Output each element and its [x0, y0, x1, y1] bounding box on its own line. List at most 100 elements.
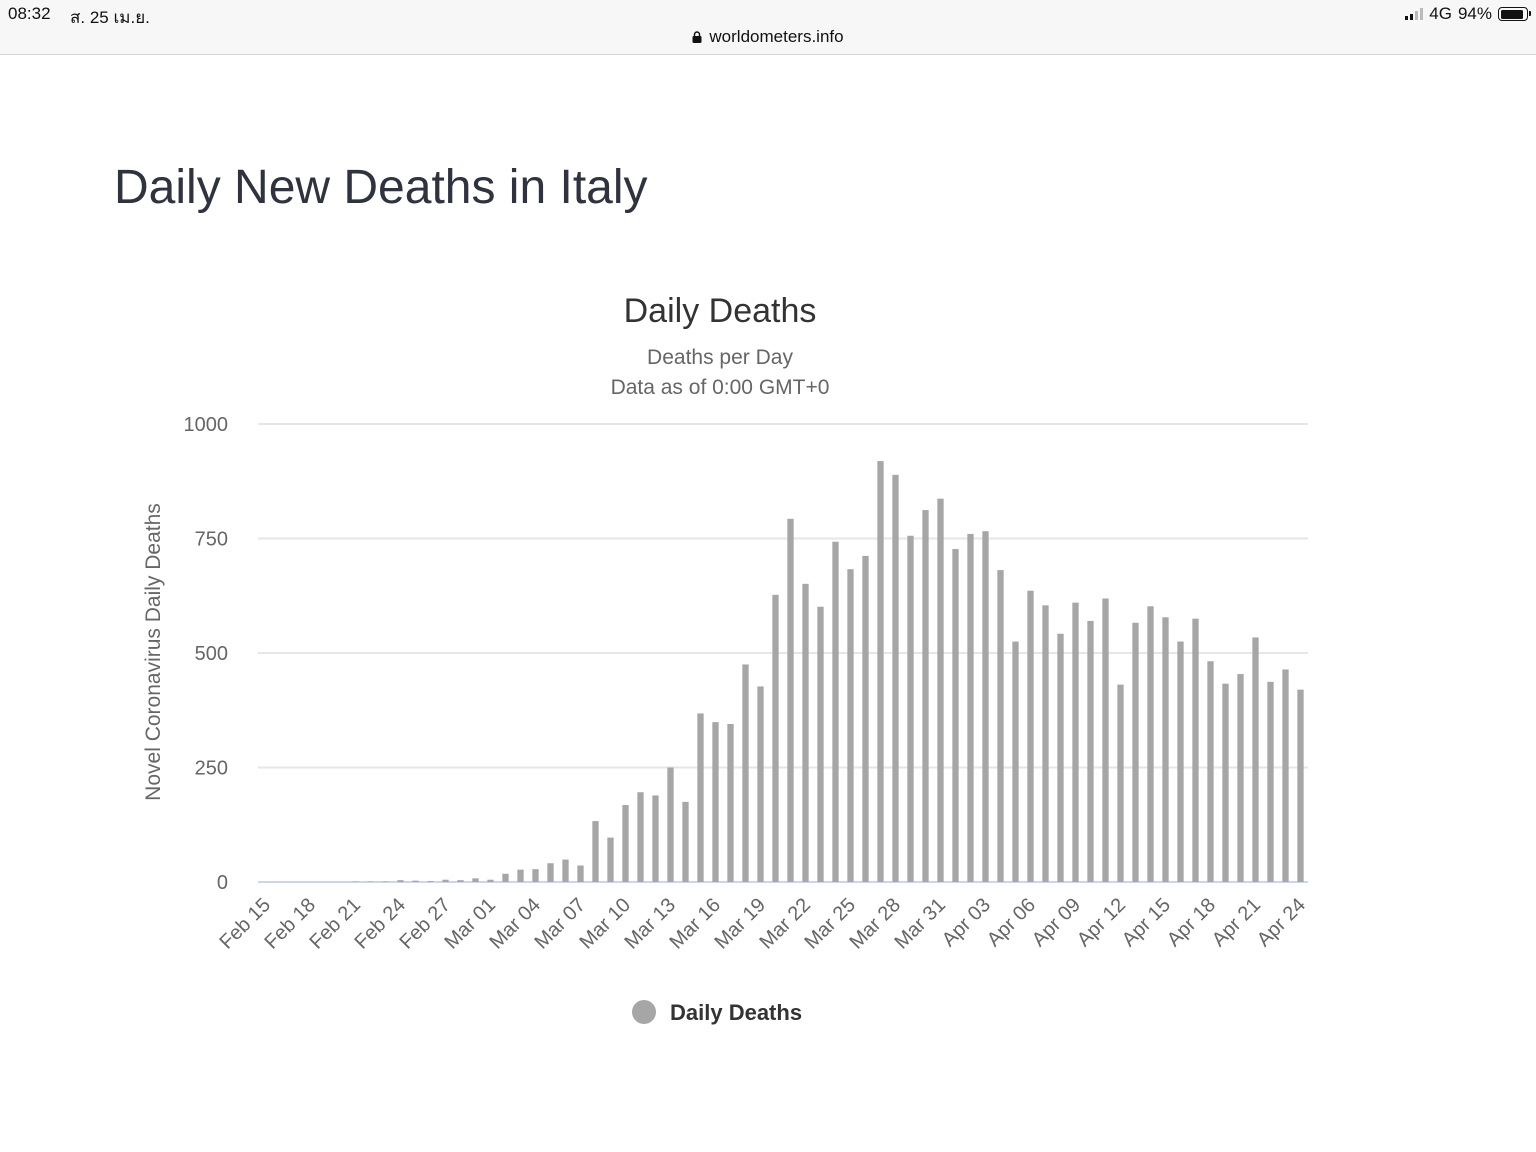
bar[interactable] [907, 535, 914, 882]
bar[interactable] [547, 863, 554, 882]
bar[interactable] [937, 498, 944, 882]
bar[interactable] [382, 881, 389, 883]
bar[interactable] [892, 474, 899, 882]
bar[interactable] [847, 569, 854, 882]
bar[interactable] [667, 767, 674, 883]
y-tick-label: 1000 [184, 414, 229, 436]
bar[interactable] [1117, 684, 1124, 882]
bar[interactable] [1102, 598, 1109, 882]
bar[interactable] [622, 805, 629, 882]
bar[interactable] [412, 880, 419, 882]
bar[interactable] [367, 881, 374, 883]
bar[interactable] [427, 881, 434, 882]
bar[interactable] [1297, 689, 1304, 882]
bar[interactable] [682, 801, 689, 882]
x-tick-label: Apr 21 [1208, 894, 1265, 951]
chart-title: Daily Deaths [624, 292, 817, 330]
battery-percent: 94% [1457, 4, 1492, 23]
bar[interactable] [787, 518, 794, 882]
bar[interactable] [592, 821, 599, 882]
battery-icon [1498, 7, 1531, 21]
bar[interactable] [532, 869, 539, 882]
bar[interactable] [862, 555, 869, 882]
bar[interactable] [1222, 683, 1229, 882]
legend-marker [632, 1000, 656, 1024]
bar[interactable] [1057, 633, 1064, 882]
chart-subtitle-date: Data as of 0:00 GMT+0 [611, 376, 830, 399]
bar[interactable] [697, 713, 704, 882]
bar[interactable] [352, 881, 359, 883]
x-tick-label: Apr 12 [1073, 894, 1130, 951]
y-tick-label: 750 [195, 529, 228, 551]
x-tick-label: Apr 09 [1028, 894, 1085, 951]
network-type: 4G [1429, 4, 1452, 23]
bar[interactable] [517, 869, 524, 882]
bar[interactable] [772, 594, 779, 882]
bar[interactable] [982, 531, 989, 882]
bar[interactable] [502, 873, 509, 882]
x-tick-label: Apr 24 [1253, 894, 1310, 951]
bars [352, 461, 1304, 883]
bar[interactable] [712, 722, 719, 882]
y-tick-label: 250 [195, 758, 228, 780]
bar[interactable] [802, 583, 809, 882]
bar[interactable] [952, 549, 959, 882]
bar[interactable] [1282, 669, 1289, 882]
bar[interactable] [997, 570, 1004, 882]
bar[interactable] [1207, 661, 1214, 882]
bar[interactable] [1012, 641, 1019, 882]
bar[interactable] [1237, 674, 1244, 882]
bar[interactable] [1132, 622, 1139, 882]
bar[interactable] [757, 686, 764, 882]
bar[interactable] [1087, 620, 1094, 882]
x-tick-label: Apr 06 [983, 894, 1040, 951]
address-bar[interactable]: worldometers.info [0, 27, 1536, 47]
bar[interactable] [1147, 606, 1154, 882]
x-tick-label: Apr 18 [1163, 894, 1220, 951]
bar[interactable] [397, 880, 404, 882]
bar[interactable] [457, 880, 464, 882]
url-text: worldometers.info [709, 27, 844, 46]
legend[interactable]: Daily Deaths [632, 1000, 802, 1025]
bar[interactable] [577, 865, 584, 882]
bar[interactable] [442, 879, 449, 882]
status-time: 08:32 [8, 4, 51, 23]
y-axis-title: Novel Coronavirus Daily Deaths [142, 503, 165, 801]
battery-fill [1500, 9, 1524, 19]
bar[interactable] [1252, 637, 1259, 882]
x-tick-label: Apr 15 [1118, 894, 1175, 951]
bar[interactable] [1042, 605, 1049, 882]
bar[interactable] [607, 837, 614, 882]
bar[interactable] [1192, 618, 1199, 882]
bar[interactable] [637, 792, 644, 882]
status-date: ส. 25 เม.ย. [70, 8, 150, 27]
bar[interactable] [817, 606, 824, 882]
bar[interactable] [562, 859, 569, 882]
bar[interactable] [1027, 590, 1034, 882]
status-indicators: 4G 94% [1405, 4, 1531, 24]
bar[interactable] [1162, 617, 1169, 882]
bar[interactable] [877, 461, 884, 882]
status-bar: 08:32 ส. 25 เม.ย. worldometers.info 4G 9… [0, 0, 1536, 55]
bar[interactable] [742, 664, 749, 882]
bar[interactable] [472, 878, 479, 882]
bar[interactable] [652, 795, 659, 882]
y-tick-label: 0 [217, 872, 228, 894]
bar[interactable] [1177, 641, 1184, 882]
chart-subtitle: Deaths per Day [647, 346, 793, 369]
bar[interactable] [1267, 681, 1274, 882]
x-tick-label: Apr 03 [938, 894, 995, 951]
legend-label[interactable]: Daily Deaths [670, 1000, 802, 1025]
lock-icon [692, 31, 702, 43]
bar[interactable] [922, 510, 929, 882]
bar[interactable] [967, 533, 974, 882]
bar[interactable] [832, 541, 839, 882]
x-tick-label: Mar 31 [890, 894, 950, 954]
page-title: Daily New Deaths in Italy [114, 161, 648, 214]
bar[interactable] [1072, 602, 1079, 882]
bar[interactable] [487, 879, 494, 882]
signal-icon [1405, 8, 1424, 20]
bar[interactable] [727, 723, 734, 882]
y-tick-label: 500 [195, 643, 228, 665]
